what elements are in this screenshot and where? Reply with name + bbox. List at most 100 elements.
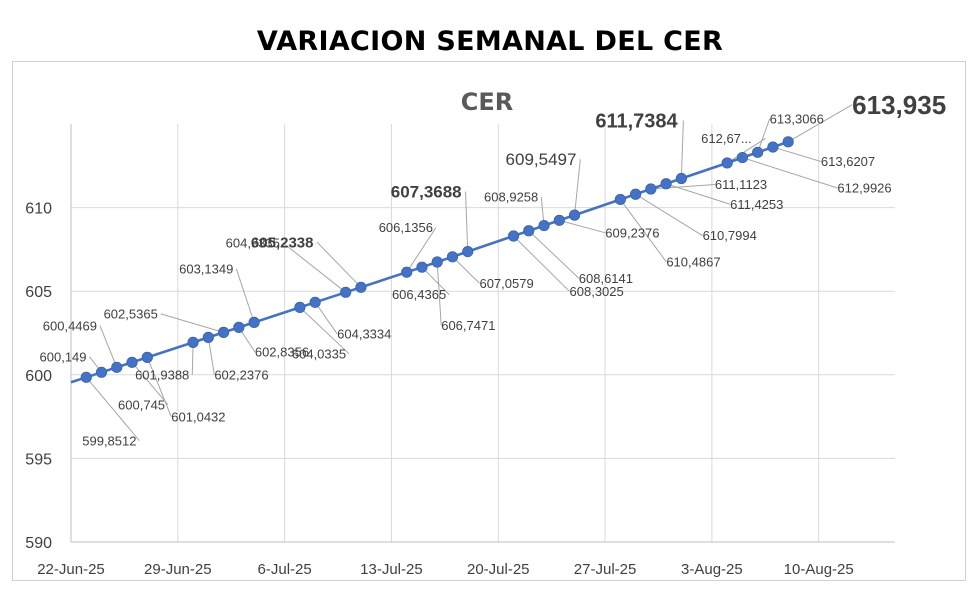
label-leader-lines bbox=[85, 104, 853, 442]
data-point bbox=[401, 266, 413, 278]
data-point bbox=[80, 371, 92, 383]
data-point bbox=[645, 183, 657, 195]
data-point bbox=[462, 245, 474, 258]
leader-line bbox=[314, 302, 338, 335]
data-label: 612,9926 bbox=[837, 181, 891, 196]
data-label: 599,8512 bbox=[82, 433, 136, 448]
y-tick-label: 595 bbox=[25, 451, 52, 468]
x-tick-label: 6-Jul-25 bbox=[258, 561, 312, 578]
data-point bbox=[309, 296, 321, 308]
data-point bbox=[187, 336, 199, 348]
data-label: 600,4469 bbox=[43, 318, 97, 333]
data-point bbox=[538, 219, 550, 232]
data-points bbox=[80, 136, 794, 383]
leader-line bbox=[680, 120, 684, 179]
data-label: 610,4867 bbox=[666, 254, 720, 269]
data-label: 601,9388 bbox=[135, 367, 189, 382]
leader-line bbox=[726, 137, 766, 164]
leader-line bbox=[650, 183, 715, 190]
x-tick-label: 27-Jul-25 bbox=[574, 561, 637, 578]
data-point bbox=[767, 141, 779, 153]
page-title: VARIACION SEMANAL DEL CER bbox=[256, 26, 724, 57]
data-point bbox=[248, 316, 260, 328]
data-label: 610,7994 bbox=[703, 228, 757, 243]
data-label: 608,9258 bbox=[484, 190, 538, 205]
data-point bbox=[446, 251, 459, 263]
data-point bbox=[431, 256, 443, 268]
data-label: 603,1349 bbox=[179, 261, 233, 276]
leader-line bbox=[299, 306, 350, 355]
data-label: 611,1123 bbox=[715, 177, 767, 192]
leader-line bbox=[406, 227, 437, 273]
chart-title: CER bbox=[461, 88, 514, 116]
x-tick-label: 29-Jun-25 bbox=[144, 561, 212, 578]
leader-line bbox=[772, 146, 822, 162]
y-tick-label: 590 bbox=[25, 535, 52, 552]
data-point bbox=[355, 281, 367, 293]
data-label: 606,7471 bbox=[441, 318, 495, 333]
leader-line bbox=[131, 362, 169, 406]
data-label: 613,3066 bbox=[770, 111, 824, 126]
leader-line bbox=[316, 241, 362, 288]
axes: 22-Jun-25 29-Jun-25 6-Jul-25 13-Jul-25 20-Ju… bbox=[25, 124, 895, 578]
data-label: 602,5365 bbox=[104, 306, 158, 321]
leader-line bbox=[528, 230, 580, 279]
data-label: 600,149 bbox=[40, 349, 87, 364]
leader-line bbox=[559, 219, 606, 234]
data-label: 605,2338 bbox=[251, 234, 314, 251]
data-label: 600,745 bbox=[118, 397, 165, 412]
data-point bbox=[752, 146, 764, 158]
y-tick-label: 610 bbox=[25, 201, 52, 218]
leader-line bbox=[421, 266, 450, 295]
data-point bbox=[217, 326, 230, 338]
data-label: 606,1356 bbox=[379, 220, 433, 235]
data-label: 613,935 bbox=[852, 90, 946, 120]
data-point bbox=[568, 209, 581, 221]
leader-line bbox=[665, 183, 731, 205]
data-point bbox=[553, 214, 565, 226]
leader-line bbox=[742, 157, 838, 189]
data-point bbox=[736, 151, 749, 164]
grid-lines bbox=[70, 124, 895, 542]
x-tick-label: 22-Jun-25 bbox=[37, 561, 105, 578]
leader-line bbox=[146, 357, 172, 417]
data-point bbox=[782, 136, 794, 148]
chart-frame bbox=[12, 61, 966, 581]
leader-line bbox=[465, 191, 469, 252]
data-point bbox=[614, 193, 626, 206]
y-tick-label: 605 bbox=[25, 284, 52, 301]
leader-line bbox=[787, 104, 853, 143]
data-point bbox=[507, 230, 520, 242]
data-label: 608,3025 bbox=[570, 284, 624, 299]
data-label: 611,4253 bbox=[730, 197, 783, 212]
leader-line bbox=[99, 325, 118, 368]
leader-line bbox=[436, 261, 442, 326]
data-point bbox=[721, 157, 733, 169]
leader-line bbox=[85, 376, 140, 442]
x-tick-label: 20-Jul-25 bbox=[467, 561, 530, 578]
x-tick-label: 10-Aug-25 bbox=[784, 561, 854, 578]
data-label: 609,5497 bbox=[506, 150, 577, 169]
data-label: 613,6207 bbox=[821, 154, 875, 169]
leader-line bbox=[757, 118, 771, 153]
data-label: 607,0579 bbox=[479, 276, 533, 291]
leader-line bbox=[635, 193, 703, 237]
data-labels: 599,8512 600,149 600,4469 600,745 601,0432 60… bbox=[40, 90, 947, 448]
data-point bbox=[294, 301, 306, 313]
data-point bbox=[233, 321, 245, 333]
data-label: 611,7384 bbox=[595, 111, 678, 133]
data-label: 609,2376 bbox=[605, 225, 659, 240]
data-point bbox=[660, 178, 672, 190]
data-label: 608,6141 bbox=[579, 271, 633, 286]
data-label: 602,8356 bbox=[255, 344, 309, 359]
leader-line bbox=[574, 159, 581, 216]
data-point bbox=[126, 356, 138, 368]
leader-line bbox=[235, 268, 255, 323]
data-point bbox=[416, 261, 428, 273]
data-point bbox=[141, 351, 153, 363]
data-point bbox=[111, 361, 123, 373]
y-tick-label: 600 bbox=[25, 368, 52, 385]
data-point bbox=[523, 225, 535, 237]
data-point bbox=[629, 188, 642, 200]
